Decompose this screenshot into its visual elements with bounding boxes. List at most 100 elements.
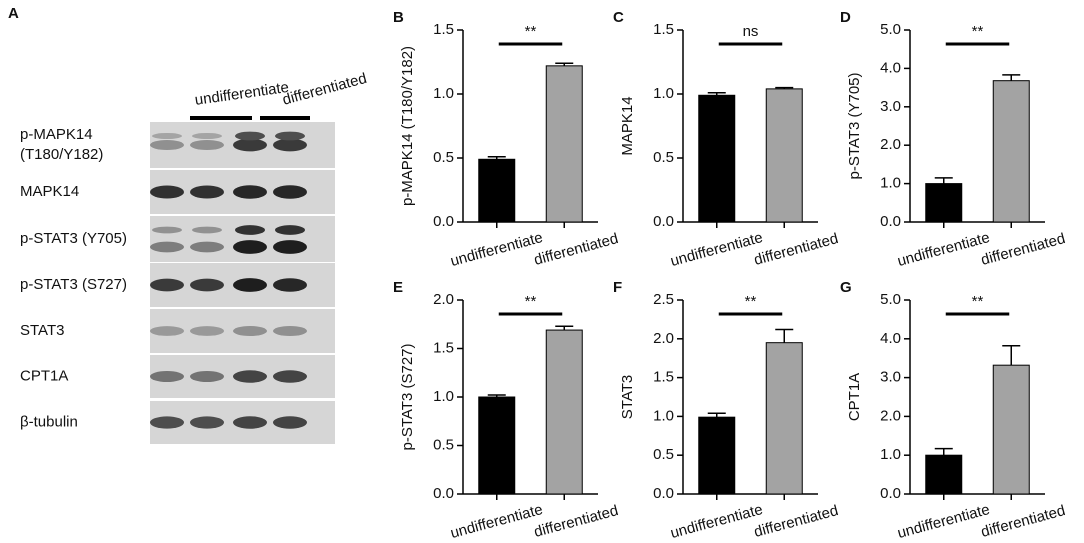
blot-band <box>273 138 307 152</box>
error-bar <box>555 62 574 66</box>
y-tick-label: 1.5 <box>433 339 454 356</box>
error-bar <box>934 177 953 184</box>
error-bar <box>934 447 953 456</box>
bar <box>698 94 736 223</box>
y-tick-label: 3.0 <box>880 369 901 386</box>
significance-label: ns <box>743 23 759 40</box>
significance-label: ** <box>525 293 537 310</box>
blot-band <box>273 278 307 292</box>
row-label: CPT1A <box>20 367 68 384</box>
y-axis-title: p-MAPK14 (T180/Y182) <box>399 46 416 206</box>
row-label: MAPK14 <box>20 183 79 200</box>
row-label: (T180/Y182) <box>20 146 103 163</box>
y-tick-label: 1.0 <box>880 446 901 463</box>
panel-label: D <box>840 9 851 26</box>
row-label: β-tubulin <box>20 413 78 430</box>
blot-band <box>273 185 307 199</box>
blot-band <box>233 240 267 254</box>
y-axis-title: CPT1A <box>846 373 863 421</box>
panel-label: E <box>393 279 403 296</box>
y-tick-label: 4.0 <box>880 330 901 347</box>
blot-band <box>273 240 307 254</box>
blot-strip <box>150 216 335 262</box>
error-bar <box>1002 74 1021 81</box>
y-axis-title: p-STAT3 (Y705) <box>846 73 863 180</box>
y-tick-label: 5.0 <box>880 21 901 38</box>
blot-band <box>190 416 224 429</box>
y-tick-label: 1.5 <box>653 369 674 386</box>
y-tick-label: 0.0 <box>433 485 454 502</box>
error-bar <box>707 91 726 96</box>
y-tick-label: 0.5 <box>653 446 674 463</box>
blot-band <box>190 139 224 151</box>
blot-band <box>150 278 184 292</box>
y-axis-title: STAT3 <box>619 375 636 419</box>
blot-band <box>235 131 265 141</box>
blot-band <box>233 325 267 337</box>
row-label: p-STAT3 (S727) <box>20 276 127 293</box>
blot-band <box>190 371 224 382</box>
y-tick-label: 0.0 <box>880 213 901 230</box>
blot-band <box>150 371 184 382</box>
bar <box>545 329 583 495</box>
y-tick-label: 5.0 <box>880 291 901 308</box>
blot-band <box>273 325 307 337</box>
blot-band <box>233 416 267 429</box>
blot-band <box>190 278 224 292</box>
blot-band <box>150 326 184 336</box>
y-tick-label: 1.5 <box>653 21 674 38</box>
bar <box>545 65 583 223</box>
y-tick-label: 0.5 <box>653 149 674 166</box>
blot-band <box>150 416 184 429</box>
error-bar <box>775 86 794 89</box>
y-tick-label: 1.0 <box>653 85 674 102</box>
y-tick-label: 3.0 <box>880 98 901 115</box>
y-tick-label: 0.0 <box>653 213 674 230</box>
y-tick-label: 2.5 <box>653 291 674 308</box>
blot-band <box>190 241 224 253</box>
y-tick-label: 1.0 <box>433 388 454 405</box>
panel-label: C <box>613 9 624 26</box>
blot-band <box>275 131 305 141</box>
bar <box>925 183 963 223</box>
error-bar <box>775 328 794 343</box>
blot-band <box>150 241 184 253</box>
blot-band <box>233 278 267 292</box>
significance-label: ** <box>525 23 537 40</box>
error-bar <box>487 394 506 397</box>
blot-band <box>275 225 305 235</box>
error-bar <box>1002 345 1021 366</box>
bar <box>698 416 736 495</box>
y-tick-label: 0.0 <box>653 485 674 502</box>
blot-band <box>150 185 184 199</box>
blot-band <box>233 138 267 152</box>
panel-label: G <box>840 279 852 296</box>
panel-label: B <box>393 9 404 26</box>
error-bar <box>707 412 726 418</box>
blot-band <box>273 370 307 383</box>
blot-band <box>273 416 307 429</box>
row-label: p-STAT3 (Y705) <box>20 230 127 247</box>
y-tick-label: 0.5 <box>433 436 454 453</box>
panel-label: F <box>613 279 622 296</box>
blot-band <box>190 185 224 199</box>
error-bar <box>487 155 506 160</box>
y-tick-label: 2.0 <box>653 330 674 347</box>
y-tick-label: 0.0 <box>880 485 901 502</box>
y-tick-label: 1.0 <box>433 85 454 102</box>
blot-band <box>235 225 265 235</box>
significance-label: ** <box>745 293 757 310</box>
blot-band <box>150 139 184 151</box>
row-label: p-MAPK14 <box>20 126 93 143</box>
bar <box>992 364 1030 495</box>
blot-band <box>152 132 182 140</box>
row-label: STAT3 <box>20 322 64 339</box>
y-tick-label: 2.0 <box>433 291 454 308</box>
blot-band <box>152 226 182 234</box>
bar <box>478 158 516 223</box>
y-tick-label: 1.0 <box>880 175 901 192</box>
panel-label: A <box>8 5 19 22</box>
blot-band <box>192 226 222 234</box>
blot-band <box>192 132 222 140</box>
